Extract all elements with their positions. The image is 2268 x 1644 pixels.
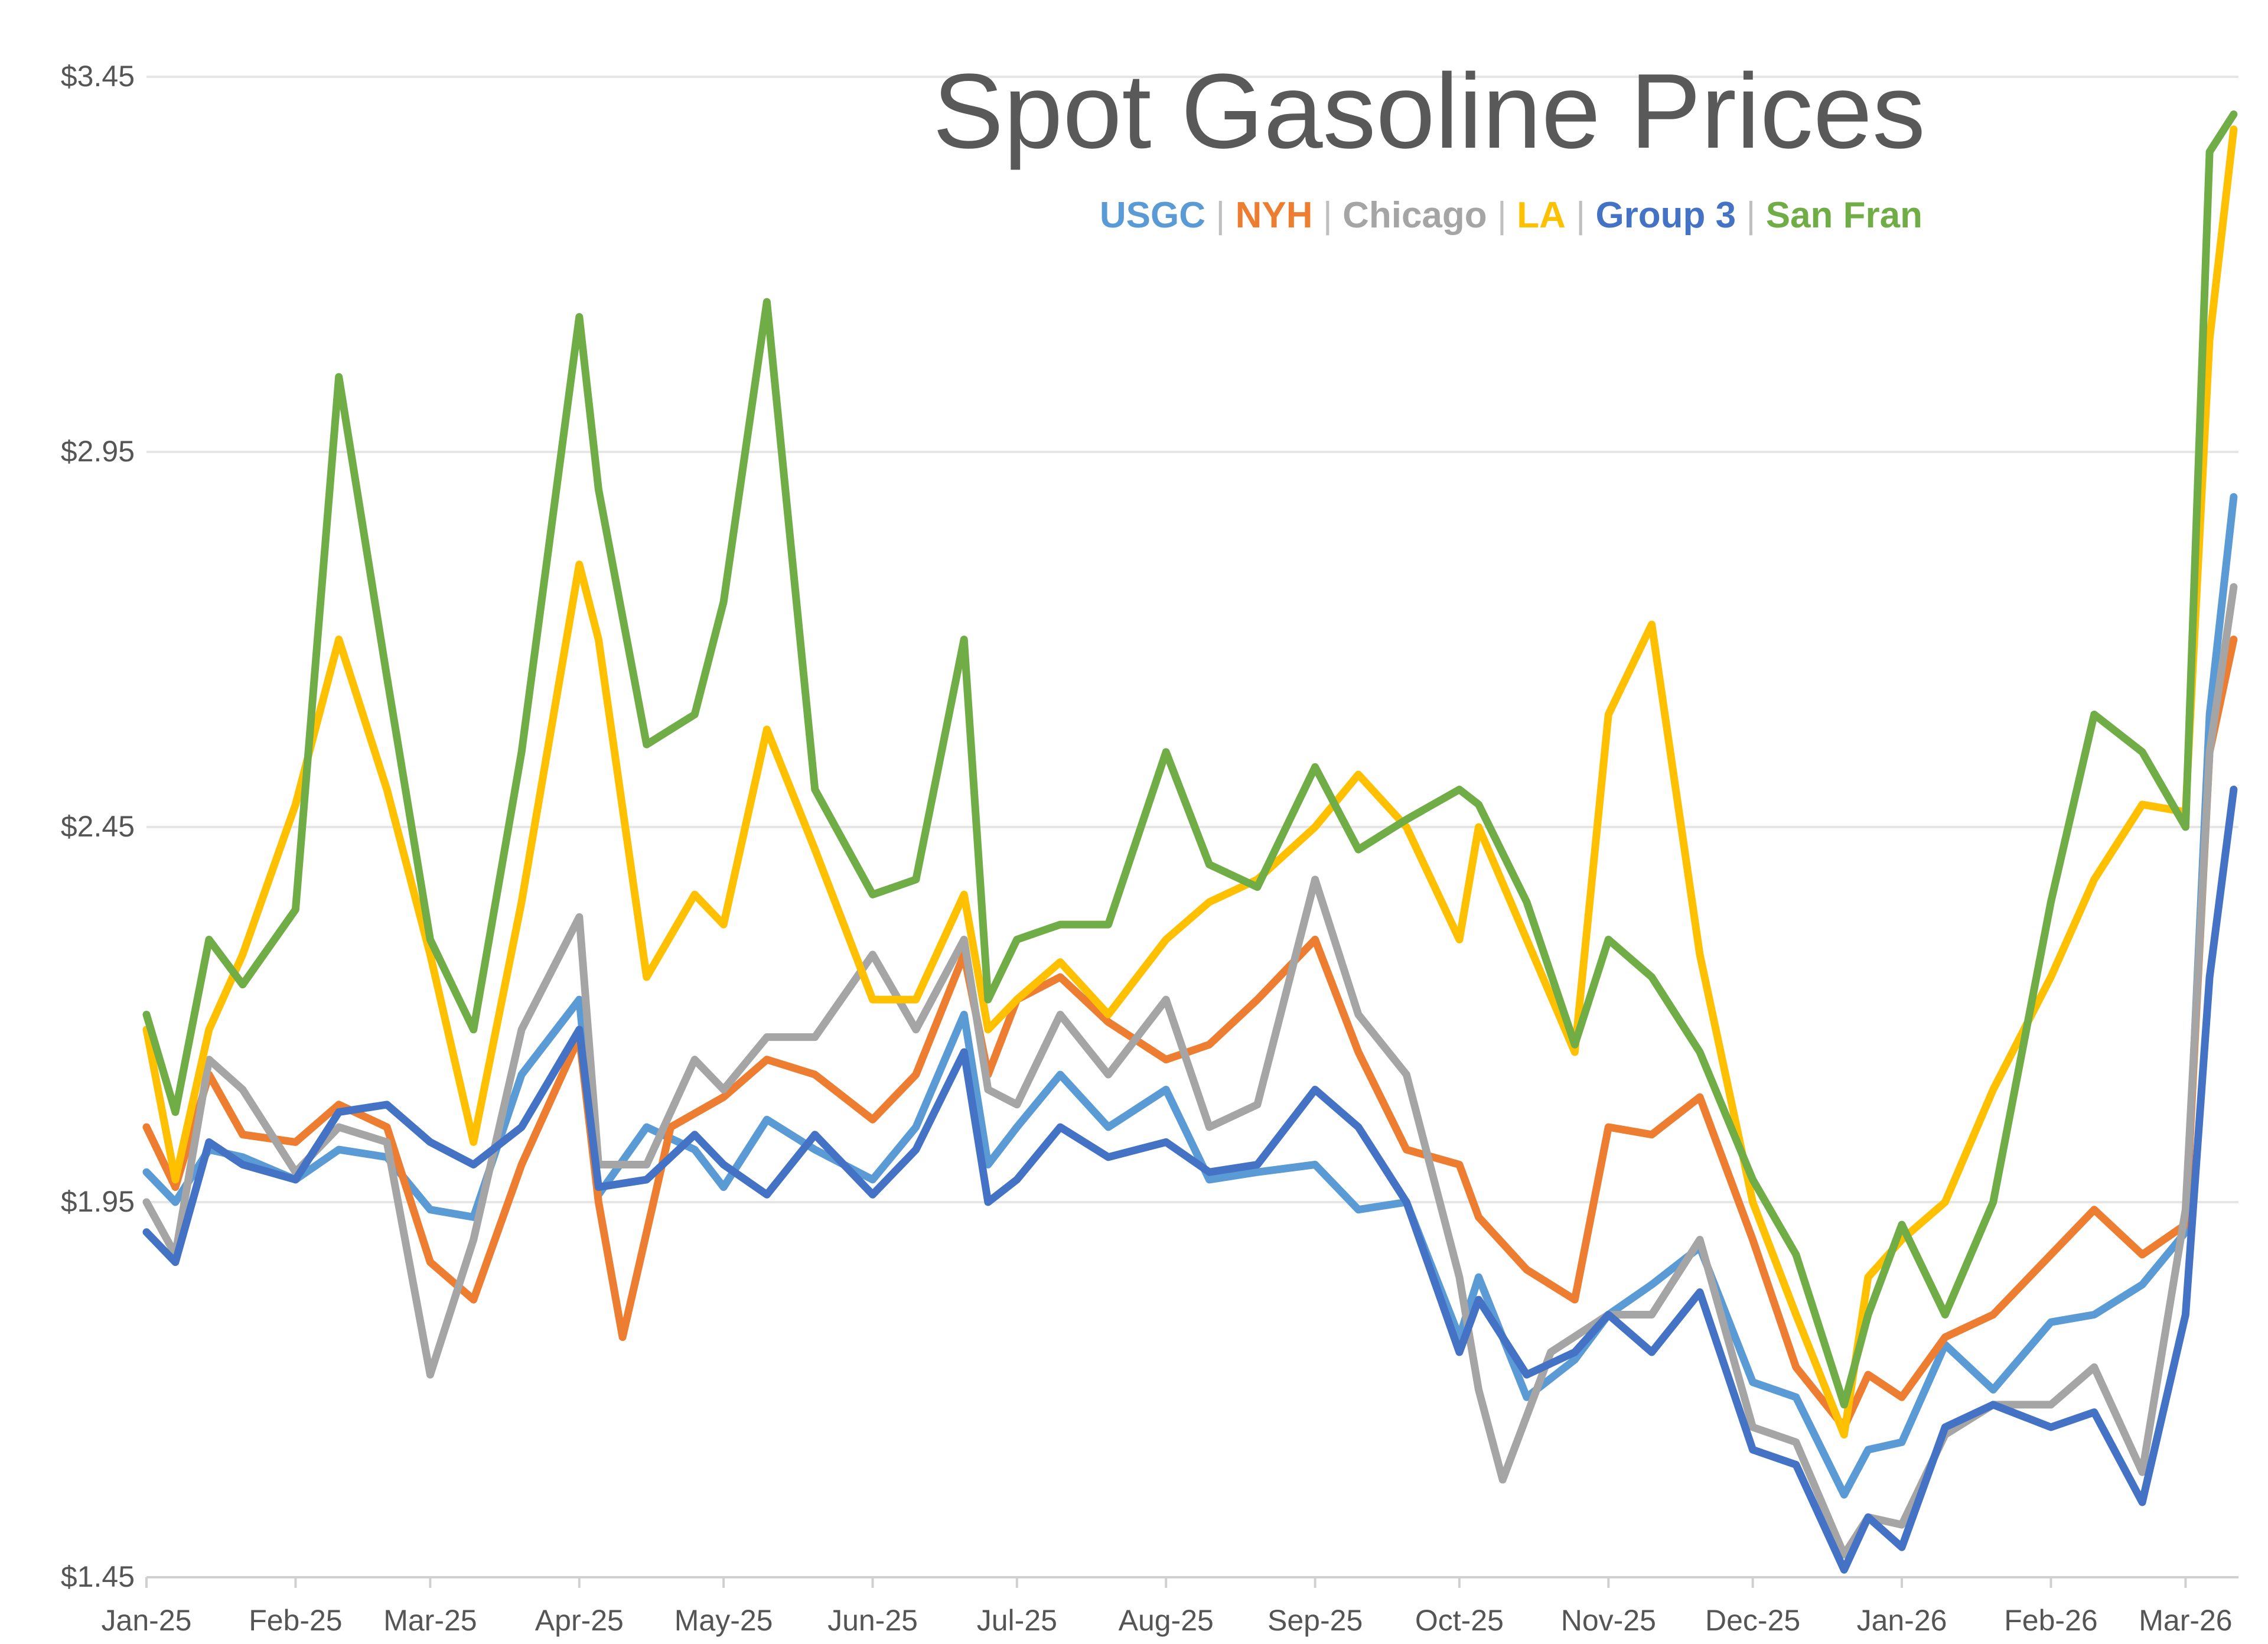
y-tick-label: $2.45 bbox=[61, 810, 135, 843]
x-tick-label: Apr-25 bbox=[535, 1604, 624, 1637]
legend-item-nyh: NYH bbox=[1236, 195, 1313, 236]
legend-item-san-fran: San Fran bbox=[1766, 195, 1922, 236]
x-tick-label: Nov-25 bbox=[1561, 1604, 1656, 1637]
legend-separator: | bbox=[1313, 195, 1343, 236]
legend-item-chicago: Chicago bbox=[1342, 195, 1487, 236]
x-tick-label: Mar-25 bbox=[383, 1604, 477, 1637]
series-group bbox=[142, 110, 2238, 1574]
x-tick-label: Oct-25 bbox=[1415, 1604, 1504, 1637]
y-tick-label: $2.95 bbox=[61, 435, 135, 468]
x-tick-label: Jul-25 bbox=[977, 1604, 1057, 1637]
chart-title: Spot Gasoline Prices bbox=[933, 52, 1925, 171]
series-line-san-fran bbox=[142, 110, 2238, 1409]
series-line-nyh bbox=[142, 636, 2238, 1431]
legend-item-usgc: USGC bbox=[1100, 195, 1205, 236]
x-tick-label: Jun-25 bbox=[827, 1604, 918, 1637]
x-tick-label: Feb-26 bbox=[2004, 1604, 2097, 1637]
x-tick-label: May-25 bbox=[674, 1604, 773, 1637]
legend-item-group-3: Group 3 bbox=[1595, 195, 1736, 236]
y-tick-label: $3.45 bbox=[61, 60, 135, 93]
chart-legend: USGC | NYH | Chicago | LA | Group 3 | Sa… bbox=[1100, 195, 1922, 236]
x-tick-label: Jan-26 bbox=[1857, 1604, 1947, 1637]
series-line-group-3 bbox=[142, 786, 2238, 1574]
series-line-la bbox=[142, 125, 2238, 1439]
legend-separator: | bbox=[1736, 195, 1766, 236]
axis-group: $1.45 $1.95 $2.45 $2.95 $3.45 Jan-25 Feb-25 Mar… bbox=[61, 60, 2238, 1637]
x-tick-label: Feb-25 bbox=[249, 1604, 342, 1637]
legend-separator: | bbox=[1566, 195, 1596, 236]
legend-separator: | bbox=[1487, 195, 1517, 236]
x-tick-label: Aug-25 bbox=[1119, 1604, 1214, 1637]
x-tick-label: Mar-26 bbox=[2139, 1604, 2232, 1637]
x-tick-label: Dec-25 bbox=[1705, 1604, 1800, 1637]
legend-separator: | bbox=[1205, 195, 1236, 236]
series-line-chicago bbox=[142, 583, 2238, 1559]
x-tick-label: Sep-25 bbox=[1267, 1604, 1363, 1637]
legend-item-la: LA bbox=[1517, 195, 1566, 236]
x-tick-label: Jan-25 bbox=[102, 1604, 192, 1637]
y-tick-label: $1.45 bbox=[61, 1560, 135, 1593]
y-tick-label: $1.95 bbox=[61, 1185, 135, 1218]
